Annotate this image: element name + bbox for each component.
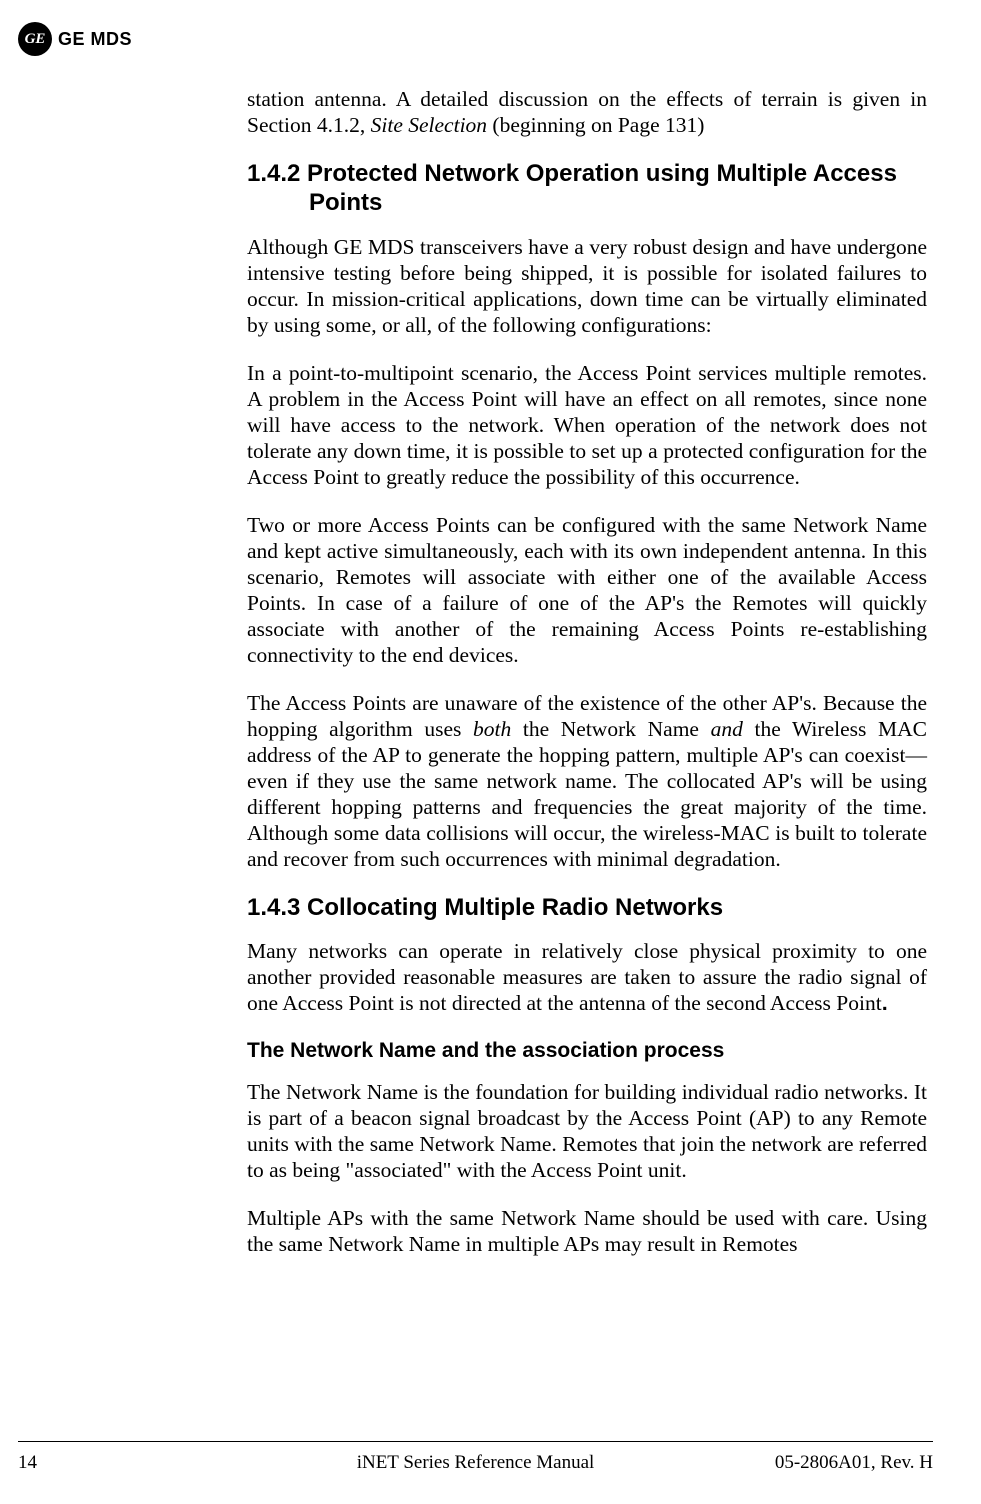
para-143-1a: Many networks can operate in relatively … xyxy=(247,939,927,1015)
para-142-4-both: both xyxy=(473,717,511,741)
heading-1-4-3: 1.4.3 Collocating Multiple Radio Network… xyxy=(247,894,927,923)
intro-paragraph: station antenna. A detailed discussion o… xyxy=(247,86,927,138)
page-content: station antenna. A detailed discussion o… xyxy=(247,86,927,1257)
heading-network-name: The Network Name and the association pro… xyxy=(247,1038,927,1064)
footer-title: iNET Series Reference Manual xyxy=(357,1452,595,1474)
ge-logo-text: GE xyxy=(25,31,46,48)
para-142-1: Although GE MDS transceivers have a very… xyxy=(247,234,927,338)
para-142-3: Two or more Access Points can be configu… xyxy=(247,512,927,668)
footer-page-number: 14 xyxy=(18,1452,37,1474)
para-143-1: Many networks can operate in relatively … xyxy=(247,938,927,1016)
para-nn-1: The Network Name is the foundation for b… xyxy=(247,1079,927,1183)
brand-label: GE MDS xyxy=(58,29,132,50)
para-142-2: In a point-to-multipoint scenario, the A… xyxy=(247,360,927,490)
para-nn-2: Multiple APs with the same Network Name … xyxy=(247,1205,927,1257)
para-142-4: The Access Points are unaware of the exi… xyxy=(247,690,927,872)
para-142-4b: the Network Name xyxy=(511,717,710,741)
page-footer: 14 iNET Series Reference Manual 05-2806A… xyxy=(18,1441,933,1474)
para-142-4-and: and xyxy=(711,717,743,741)
page-header: GE GE MDS xyxy=(18,22,132,56)
footer-docid: 05-2806A01, Rev. H xyxy=(775,1452,933,1474)
ge-logo-icon: GE xyxy=(18,22,52,56)
para-143-1-dot: . xyxy=(882,991,888,1015)
intro-italic: Site Selection xyxy=(371,113,487,137)
intro-text-b: (beginning on Page 131) xyxy=(487,113,704,137)
heading-1-4-2: 1.4.2 Protected Network Operation using … xyxy=(247,160,927,218)
